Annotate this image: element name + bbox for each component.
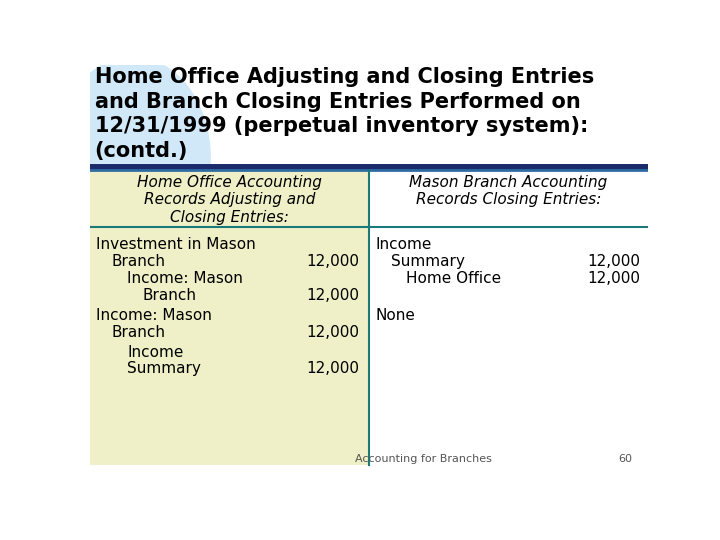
Text: Income: Mason: Income: Mason xyxy=(96,308,212,323)
Text: Branch: Branch xyxy=(112,325,166,340)
Text: Investment in Mason: Investment in Mason xyxy=(96,237,256,252)
Text: (contd.): (contd.) xyxy=(94,141,188,161)
Text: 12,000: 12,000 xyxy=(307,361,360,376)
Text: Accounting for Branches: Accounting for Branches xyxy=(355,454,492,464)
Text: Branch: Branch xyxy=(143,288,197,303)
FancyBboxPatch shape xyxy=(369,171,648,465)
Text: Home Office Adjusting and Closing Entries: Home Office Adjusting and Closing Entrie… xyxy=(94,67,594,87)
Text: 12,000: 12,000 xyxy=(588,254,640,269)
Text: 12,000: 12,000 xyxy=(307,254,360,269)
Text: 60: 60 xyxy=(618,454,632,464)
Text: 12,000: 12,000 xyxy=(307,288,360,303)
Text: and Branch Closing Entries Performed on: and Branch Closing Entries Performed on xyxy=(94,92,580,112)
Text: 12,000: 12,000 xyxy=(307,325,360,340)
Text: None: None xyxy=(375,308,415,323)
FancyBboxPatch shape xyxy=(90,171,369,465)
Text: Branch: Branch xyxy=(112,254,166,269)
Text: Income: Income xyxy=(127,345,184,360)
Text: Income: Mason: Income: Mason xyxy=(127,271,243,286)
Text: 12,000: 12,000 xyxy=(588,271,640,286)
Text: Summary: Summary xyxy=(391,254,464,269)
Text: 12/31/1999 (perpetual inventory system):: 12/31/1999 (perpetual inventory system): xyxy=(94,117,588,137)
Text: Income: Income xyxy=(375,237,431,252)
Text: Home Office Accounting
Records Adjusting and
Closing Entries:: Home Office Accounting Records Adjusting… xyxy=(137,175,322,225)
Text: Summary: Summary xyxy=(127,361,201,376)
Ellipse shape xyxy=(55,57,210,257)
Text: Home Office: Home Office xyxy=(406,271,501,286)
Text: Mason Branch Accounting
Records Closing Entries:: Mason Branch Accounting Records Closing … xyxy=(410,175,608,207)
